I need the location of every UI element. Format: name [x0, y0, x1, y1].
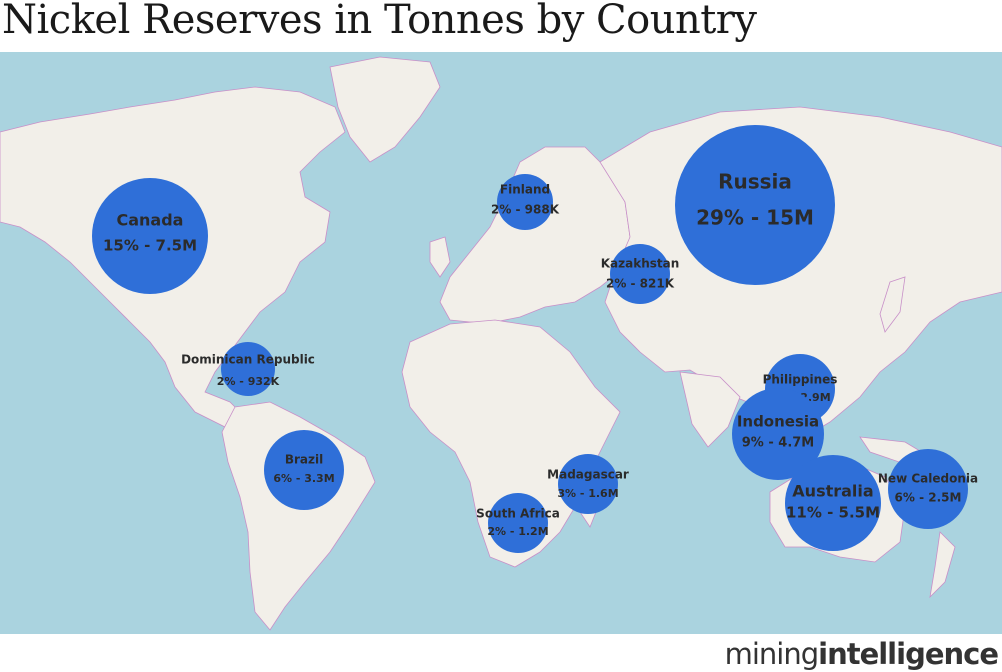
- bubble-russia[interactable]: [675, 125, 835, 285]
- marker-country-label: Australia: [792, 482, 873, 501]
- bubble-madagascar[interactable]: [558, 454, 618, 514]
- bubble-new-caledonia[interactable]: [888, 449, 968, 529]
- marker-south-africa[interactable]: South Africa 2% - 1.2M: [476, 493, 560, 553]
- africa-landmass: [401, 319, 621, 568]
- marker-value-label: 9% - 4.7M: [742, 436, 814, 451]
- marker-australia[interactable]: Australia 11% - 5.5M: [785, 455, 881, 551]
- marker-country-label: Philippines: [763, 373, 838, 387]
- world-map[interactable]: Russia 29% - 15M Canada 15% - 7.5M Finland 2%…: [0, 52, 1002, 634]
- bubble-canada[interactable]: [92, 178, 208, 294]
- brand-light-text: mining: [724, 637, 820, 671]
- marker-canada[interactable]: Canada 15% - 7.5M: [92, 178, 208, 294]
- marker-country-label: Canada: [117, 211, 184, 230]
- bubble-indonesia[interactable]: [732, 388, 824, 480]
- marker-value-label: 6% - 3.3M: [273, 472, 334, 485]
- marker-value-label: 2% - 1.2M: [487, 525, 548, 538]
- marker-country-label: New Caledonia: [878, 472, 978, 486]
- marker-country-label: Dominican Republic: [181, 353, 315, 367]
- marker-country-label: Kazakhstan: [601, 257, 680, 271]
- map-title: Nickel Reserves in Tonnes by Country: [2, 0, 757, 43]
- marker-value-label: 29% - 15M: [696, 206, 814, 230]
- brand-bold-text: intelligence: [818, 637, 999, 671]
- map-canvas[interactable]: Russia 29% - 15M Canada 15% - 7.5M Finland 2%…: [0, 52, 1002, 634]
- marker-russia[interactable]: Russia 29% - 15M: [675, 125, 835, 285]
- bubble-layer: Russia 29% - 15M Canada 15% - 7.5M Finland 2%…: [92, 125, 978, 553]
- marker-value-label: 15% - 7.5M: [103, 237, 197, 255]
- india-landmass: [679, 371, 741, 448]
- marker-dominican-republic[interactable]: Dominican Republic 2% - 932K: [181, 342, 315, 396]
- marker-country-label: Brazil: [285, 453, 323, 467]
- mining-intelligence-logo: miningintelligence: [724, 636, 999, 672]
- bubble-kazakhstan[interactable]: [610, 244, 670, 304]
- marker-kazakhstan[interactable]: Kazakhstan 2% - 821K: [601, 244, 680, 304]
- marker-new-caledonia[interactable]: New Caledonia 6% - 2.5M: [878, 449, 978, 529]
- marker-country-label: Russia: [718, 170, 792, 194]
- bubble-brazil[interactable]: [264, 430, 344, 510]
- marker-value-label: 2% - 932K: [217, 375, 280, 388]
- marker-value-label: 6% - 2.5M: [895, 491, 962, 505]
- marker-brazil[interactable]: Brazil 6% - 3.3M: [264, 430, 344, 510]
- marker-madagascar[interactable]: Madagascar 3% - 1.6M: [547, 454, 629, 514]
- marker-country-label: Indonesia: [737, 413, 819, 431]
- marker-country-label: Finland: [500, 183, 550, 197]
- greenland-landmass: [329, 56, 441, 163]
- bubble-australia[interactable]: [785, 455, 881, 551]
- marker-value-label: 3% - 1.6M: [557, 487, 618, 500]
- uk-landmass: [429, 236, 451, 278]
- new-zealand-landmass: [929, 531, 956, 599]
- marker-value-label: 11% - 5.5M: [786, 504, 880, 522]
- marker-country-label: South Africa: [476, 507, 560, 521]
- japan-landmass: [879, 276, 906, 333]
- marker-country-label: Madagascar: [547, 468, 629, 482]
- bubble-dominican-republic[interactable]: [221, 342, 275, 396]
- marker-finland[interactable]: Finland 2% - 988K: [491, 174, 560, 230]
- marker-indonesia[interactable]: Indonesia 9% - 4.7M: [732, 388, 824, 480]
- bubble-finland[interactable]: [497, 174, 553, 230]
- marker-value-label: 2% - 988K: [491, 203, 560, 217]
- bubble-south-africa[interactable]: [488, 493, 548, 553]
- marker-value-label: 2% - 821K: [606, 277, 675, 291]
